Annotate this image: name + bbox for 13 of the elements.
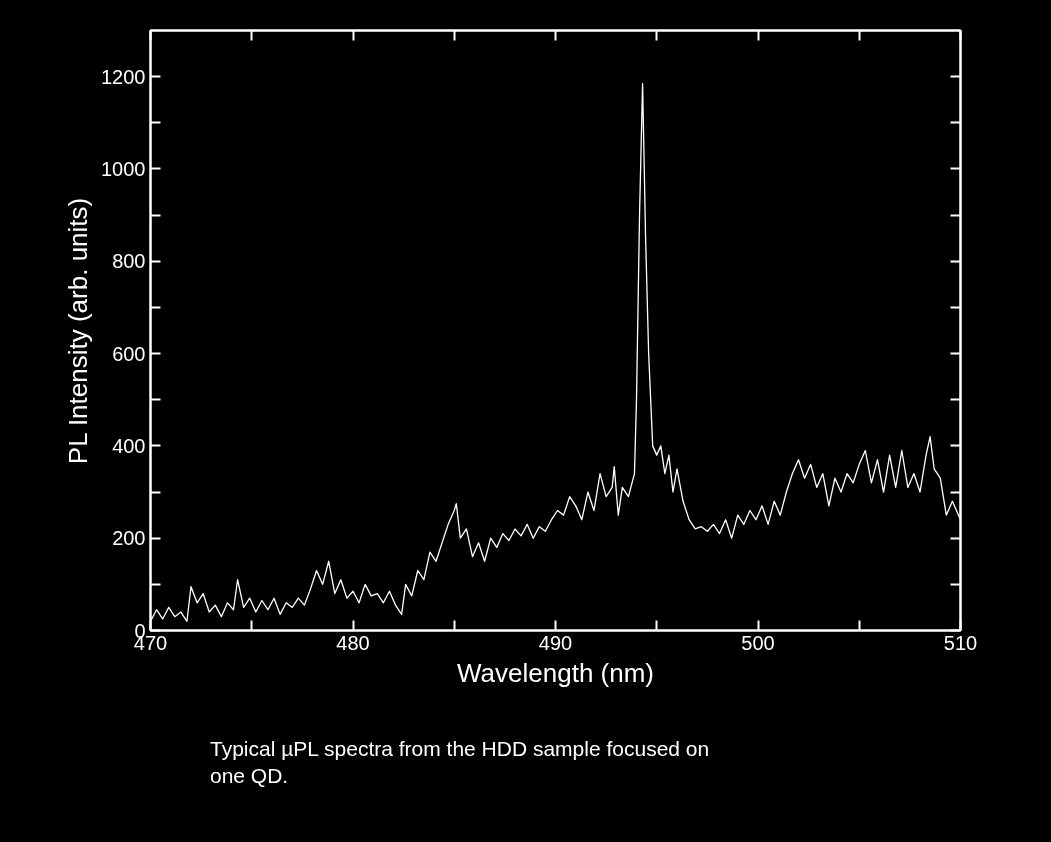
x-tick-label: 500: [741, 631, 775, 654]
y-tick-label: 800: [112, 250, 146, 273]
x-tick-label: 510: [943, 631, 978, 654]
x-tick-label: 490: [538, 631, 573, 654]
y-tick-label: 400: [112, 434, 146, 457]
x-tick-label: 480: [336, 631, 370, 654]
x-axis-title: Wavelength (nm): [457, 657, 654, 688]
y-tick-label: 1200: [101, 65, 146, 88]
y-tick-label: 1000: [101, 157, 146, 180]
text: Typical µPL spectra from the HDD sample focused on one QD.: [210, 736, 711, 790]
y-tick-label: 600: [112, 342, 146, 365]
y-tick-label: 200: [112, 527, 146, 550]
y-axis-title: PL Intensity (arb. units): [63, 197, 94, 465]
